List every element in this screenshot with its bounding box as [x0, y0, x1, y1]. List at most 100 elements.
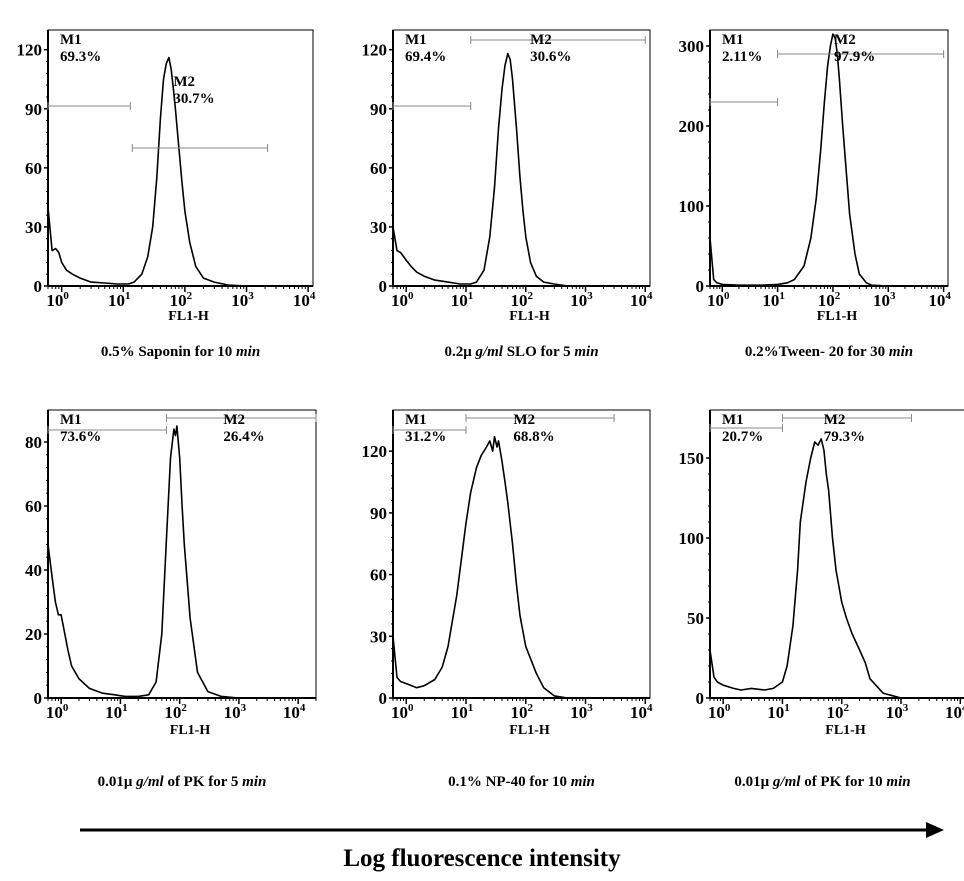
- y-tick-label: 0: [34, 689, 43, 708]
- x-tick-label: 103: [886, 702, 909, 722]
- y-tick-label: 120: [17, 41, 43, 60]
- x-tick-label: 101: [105, 702, 127, 722]
- gate-label-m2: M2: [530, 32, 552, 48]
- x-tick-label: 101: [108, 290, 131, 310]
- y-tick-label: 90: [370, 504, 387, 523]
- y-tick-label: 60: [25, 159, 42, 178]
- panel-caption: 0.1% NP-40 for 10 min: [448, 774, 595, 790]
- x-tick-exponent: 0: [725, 702, 731, 714]
- x-tick-label: 101: [762, 290, 785, 310]
- x-tick-label: 102: [511, 290, 534, 310]
- caption-italic: min: [571, 774, 595, 790]
- x-tick-exponent: 3: [890, 290, 896, 302]
- x-tick-exponent: 2: [181, 702, 187, 714]
- y-tick-label: 20: [25, 625, 42, 644]
- y-tick-label: 0: [696, 277, 705, 296]
- plot-frame: [392, 409, 651, 699]
- panel-caption: 0.01μ g/ml of PK for 5 min: [98, 774, 267, 790]
- gate-label-m1: M1: [722, 412, 744, 428]
- x-tick-exponent: 2: [187, 290, 193, 302]
- x-axis-label: FL1-H: [817, 309, 858, 324]
- y-tick-label: 50: [687, 609, 704, 628]
- y-tick-label: 30: [370, 218, 387, 237]
- x-tick-label: 103: [570, 290, 593, 310]
- caption-italic: min: [242, 774, 266, 790]
- caption-text: 0.2%Tween- 20 for 30: [745, 344, 889, 360]
- y-tick-label: 150: [679, 449, 705, 468]
- x-tick-exponent: 2: [528, 702, 534, 714]
- x-tick-exponent: 4: [962, 702, 964, 714]
- x-tick-label: 102: [511, 702, 534, 722]
- x-tick-exponent: 2: [843, 702, 849, 714]
- y-tick-label: 0: [379, 277, 388, 296]
- y-tick-label: 200: [679, 117, 705, 136]
- caption-text: 0.01μ: [734, 774, 773, 790]
- caption-italic: min: [889, 344, 913, 360]
- y-tick-label: 300: [679, 37, 705, 56]
- y-tick-label: 120: [362, 41, 388, 60]
- x-tick-exponent: 0: [408, 702, 414, 714]
- histogram-curve: [392, 52, 646, 287]
- x-tick-exponent: 2: [835, 290, 841, 302]
- panel-caption: 0.5% Saponin for 10 min: [101, 344, 260, 360]
- gate-label-m1: M1: [60, 412, 82, 428]
- x-tick-label: 100: [46, 702, 69, 722]
- caption-text: of PK for 10: [800, 774, 886, 790]
- plot-frame: [47, 409, 317, 699]
- gate-percent-m2: 30.6%: [530, 49, 571, 65]
- x-tick-exponent: 1: [779, 290, 785, 302]
- x-tick-exponent: 1: [468, 290, 474, 302]
- gate-label-m2: M2: [834, 32, 856, 48]
- x-tick-exponent: 0: [63, 702, 69, 714]
- gate-label-m1: M1: [60, 32, 82, 48]
- gate-percent-m1: 69.4%: [405, 49, 446, 65]
- x-tick-exponent: 3: [903, 702, 909, 714]
- gate-percent-m1: 73.6%: [60, 429, 101, 445]
- x-tick-exponent: 0: [63, 290, 69, 302]
- y-tick-label: 90: [25, 100, 42, 119]
- x-tick-label: 103: [570, 702, 593, 722]
- caption-italic: g/ml: [135, 774, 164, 790]
- caption-italic: min: [574, 344, 598, 360]
- x-tick-label: 101: [451, 290, 474, 310]
- y-tick-label: 0: [379, 689, 388, 708]
- histogram-curve: [392, 435, 650, 699]
- x-tick-exponent: 3: [587, 702, 593, 714]
- x-tick-label: 102: [164, 702, 187, 722]
- caption-text: SLO for 5: [503, 344, 574, 360]
- y-tick-label: 30: [370, 627, 387, 646]
- panel-caption: 0.2%Tween- 20 for 30 min: [745, 344, 913, 360]
- x-axis-title: Log fluorescence intensity: [343, 845, 621, 872]
- x-axis-label: FL1-H: [825, 723, 866, 738]
- x-tick-label: 104: [283, 702, 306, 722]
- plot-frame: [709, 29, 949, 287]
- gate-percent-m2: 68.8%: [513, 429, 554, 445]
- x-tick-label: 102: [826, 702, 849, 722]
- y-tick-label: 0: [34, 277, 43, 296]
- x-axis-label: FL1-H: [168, 309, 209, 324]
- gate-percent-m2: 30.7%: [173, 91, 214, 107]
- x-tick-exponent: 1: [468, 702, 474, 714]
- x-tick-label: 100: [707, 290, 730, 310]
- y-tick-label: 0: [696, 689, 705, 708]
- x-axis-label: FL1-H: [509, 309, 550, 324]
- gate-label-m2: M2: [824, 412, 846, 428]
- x-tick-exponent: 4: [647, 702, 653, 714]
- plot-frame: [392, 29, 651, 287]
- x-tick-label: 103: [224, 702, 247, 722]
- x-tick-exponent: 4: [310, 290, 316, 302]
- x-tick-exponent: 0: [408, 290, 414, 302]
- y-tick-label: 90: [370, 100, 387, 119]
- caption-text: of PK for 5: [164, 774, 242, 790]
- panel-caption: 0.01μ g/ml of PK for 10 min: [734, 774, 910, 790]
- gate-label-m2: M2: [173, 74, 195, 90]
- gate-percent-m1: 31.2%: [405, 429, 446, 445]
- x-tick-exponent: 0: [724, 290, 730, 302]
- caption-italic: min: [236, 344, 260, 360]
- caption-text: 0.1% NP-40 for 10: [448, 774, 571, 790]
- caption-text: 0.01μ: [98, 774, 137, 790]
